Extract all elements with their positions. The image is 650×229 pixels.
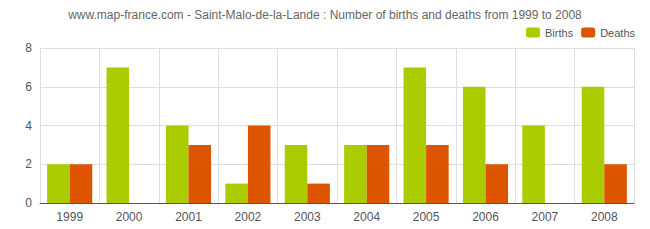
svg-text:2004: 2004 (353, 210, 380, 224)
svg-text:2008: 2008 (591, 210, 618, 224)
svg-text:8: 8 (25, 41, 32, 55)
svg-text:2002: 2002 (235, 210, 262, 224)
svg-text:2: 2 (25, 157, 32, 171)
svg-text:4: 4 (25, 119, 32, 133)
svg-text:2001: 2001 (175, 210, 202, 224)
svg-text:Deaths: Deaths (600, 27, 635, 39)
svg-text:2005: 2005 (413, 210, 440, 224)
svg-text:2007: 2007 (532, 210, 559, 224)
svg-text:1999: 1999 (56, 210, 83, 224)
svg-text:2006: 2006 (472, 210, 499, 224)
svg-text:2003: 2003 (294, 210, 321, 224)
svg-text:6: 6 (25, 80, 32, 94)
svg-text:2000: 2000 (116, 210, 143, 224)
svg-text:0: 0 (25, 196, 32, 210)
svg-text:www.map-france.com - Saint-Mal: www.map-france.com - Saint-Malo-de-la-La… (67, 8, 582, 22)
svg-text:Births: Births (545, 27, 574, 39)
